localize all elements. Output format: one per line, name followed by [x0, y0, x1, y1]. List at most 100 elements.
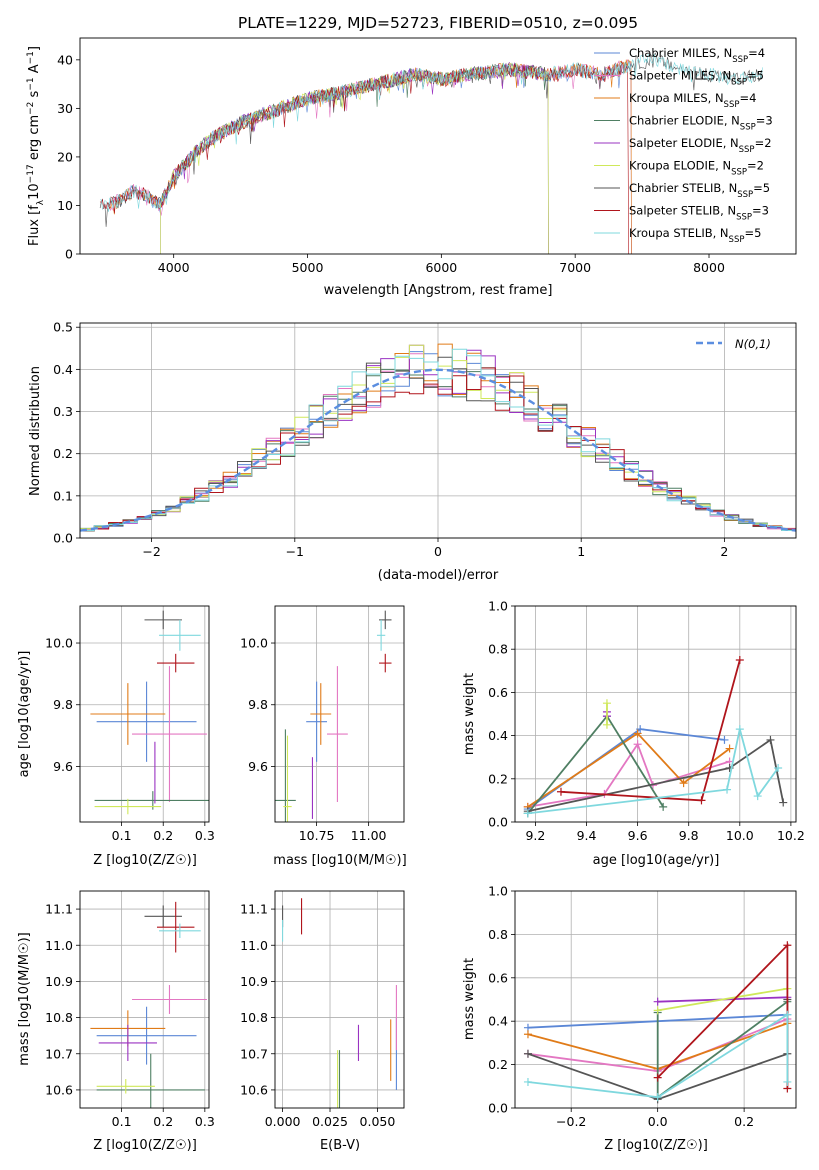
x-tick-label: 9.6: [628, 828, 648, 843]
legend-subscript: SSP: [731, 78, 747, 88]
data-point: [774, 764, 783, 772]
y-tick-label: 10.7: [45, 1046, 73, 1061]
x-axis-label: age [log10(age/yr)]: [593, 853, 720, 868]
x-axis-label: E(B-V): [320, 1138, 360, 1153]
x-tick-label: 0.000: [265, 1114, 301, 1129]
data-point: [659, 802, 668, 811]
legend-entry: N(0,1): [735, 337, 771, 351]
y-axis-label: Normed distribution: [28, 366, 43, 496]
data-point: [725, 744, 734, 753]
x-tick-label: 0: [434, 544, 442, 559]
y-axis-label: mass weight: [462, 958, 477, 1040]
legend-text: Kroupa STELIB, N: [629, 226, 729, 240]
y-tick-label: 10.7: [240, 1046, 268, 1061]
y-tick-label: 9.8: [248, 697, 268, 712]
x-axis-label: Z [log10(Z/Z☉)]: [604, 1138, 708, 1153]
legend-subscript: SSP: [740, 123, 756, 133]
x-tick-label: 1: [577, 544, 585, 559]
x-tick-label: 0.2: [734, 1114, 754, 1129]
x-tick-label: 0.2: [153, 1114, 173, 1129]
y-tick-label: 10.9: [240, 974, 268, 989]
normal-curve: [80, 368, 796, 532]
data-point: [723, 785, 732, 794]
data-point: [653, 1006, 662, 1015]
axes-mass-vs-Z: 0.1 0.2 0.3 10.6 10.7 10.8 10.9 11.0 11.1 Z [log1…: [17, 890, 215, 1153]
x-tick-label: 8000: [693, 260, 725, 275]
axes-frame: [514, 890, 797, 1109]
legend-text: Chabrier ELODIE, N: [629, 114, 740, 128]
legend-text: =3: [756, 114, 773, 128]
y-tick-label: 0.6: [488, 970, 508, 985]
y-tick-label: 0.4: [488, 1014, 508, 1029]
axes-weight-vs-Z: −0.2 0.0 0.2 0.0 0.2 0.4 0.6 0.8 1.0 Z [log10(Z/Z…: [462, 884, 797, 1153]
x-tick-label: 0.3: [195, 828, 215, 843]
x-axis-label: wavelength [Angstrom, rest frame]: [324, 283, 553, 298]
x-axis-label: mass [log10(M/M☉)]: [273, 853, 406, 868]
legend-text: =5: [747, 69, 764, 83]
y-tick-label: 0.0: [488, 1101, 508, 1116]
legend-entry: Kroupa ELODIE, NSSP=2: [629, 159, 764, 178]
figure-title: PLATE=1229, MJD=52723, FIBERID=0510, z=0…: [238, 14, 638, 32]
y-tick-label: 0.4: [53, 362, 73, 377]
label-part: Flux [f: [27, 205, 42, 246]
y-tick-label: 0.0: [53, 531, 73, 546]
x-tick-label: 10.0: [726, 828, 754, 843]
x-tick-label: 10.75: [299, 828, 335, 843]
axes-frame: [514, 605, 797, 823]
y-tick-label: 0.8: [488, 927, 508, 942]
y-tick-label: 9.8: [53, 697, 73, 712]
x-tick-label: 0.1: [112, 828, 132, 843]
y-tick-label: 9.6: [248, 759, 268, 774]
legend-entry: Chabrier MILES, NSSP=4: [629, 46, 765, 65]
y-tick-label: 11.1: [240, 902, 268, 917]
x-tick-label: 0.025: [312, 1114, 348, 1129]
x-axis-label: Z [log10(Z/Z☉)]: [93, 853, 197, 868]
axes-frame: [79, 322, 797, 539]
legend-subscript: SSP: [737, 190, 753, 200]
data-point: [556, 787, 565, 796]
y-tick-label: 0.4: [488, 728, 508, 743]
y-tick-label: 10.8: [240, 1010, 268, 1025]
y-axis-label: Flux [fλ10−17 erg cm−2 s−1 A−1]: [26, 46, 46, 246]
histogram-step: [80, 367, 796, 531]
series-line: [527, 732, 731, 808]
y-tick-label: 0.0: [488, 815, 508, 830]
axes-frame: [274, 605, 405, 823]
y-tick-label: 10.8: [45, 1010, 73, 1025]
series-line: [527, 1013, 789, 1099]
x-tick-label: 4000: [158, 260, 190, 275]
legend-text: =4: [748, 46, 765, 60]
legend-subscript: SSP: [732, 55, 748, 65]
x-tick-label: 0.2: [153, 828, 173, 843]
plot-area: [275, 610, 392, 822]
y-tick-label: 0.2: [488, 1057, 508, 1072]
legend-text: =2: [755, 136, 772, 150]
axes-weight-vs-age: 9.2 9.4 9.6 9.8 10.0 10.2 0.0 0.2 0.4 0.6 0.8 1.0 ag…: [462, 599, 805, 869]
axes-frame: [79, 605, 210, 823]
legend-entry: Chabrier STELIB, NSSP=5: [629, 181, 770, 200]
plot-area: [523, 656, 788, 818]
y-tick-label: 30: [57, 101, 73, 116]
histogram-step: [80, 348, 796, 531]
y-tick-label: 10.6: [240, 1082, 268, 1097]
y-tick-label: 40: [57, 52, 73, 67]
legend-subscript: SSP: [729, 235, 745, 245]
legend-entry: Salpeter MILES, NSSP=5: [629, 69, 764, 88]
data-point: [653, 1073, 662, 1082]
plot-area: [99, 52, 763, 254]
data-point: [523, 1049, 532, 1058]
x-axis-label: (data-model)/error: [378, 568, 499, 583]
label-sup: −1: [26, 77, 36, 90]
data-point: [735, 725, 744, 734]
y-tick-label: 0.1: [53, 488, 73, 503]
grid: [275, 606, 404, 822]
axes-frame: [79, 890, 210, 1109]
y-tick-label: 20: [57, 149, 73, 164]
legend-entry: Chabrier ELODIE, NSSP=3: [629, 114, 773, 133]
data-point: [735, 656, 744, 664]
axes-residuals: −2 −1 0 1 2 0.0 0.1 0.2 0.3 0.4 0.5 N(0,1) (data-mod…: [28, 320, 797, 583]
plot-area: [282, 898, 397, 1108]
legend-text: =5: [744, 226, 761, 240]
grid: [515, 605, 796, 823]
